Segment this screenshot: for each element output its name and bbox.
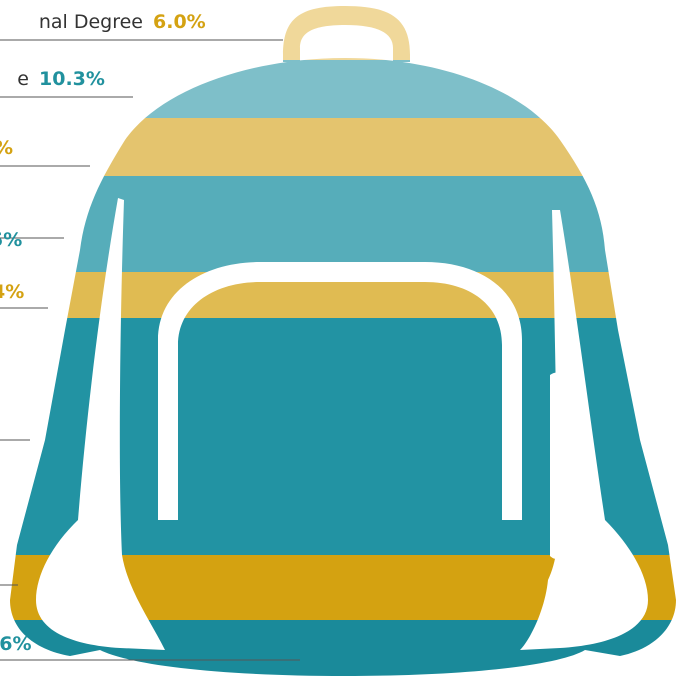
value-label-4: 5%	[0, 229, 22, 251]
value-label-5: 4%	[0, 281, 24, 303]
front-pocket-outline	[158, 262, 522, 520]
backpack-band-3	[10, 118, 676, 176]
value-label-3: %	[0, 137, 13, 159]
leader-lines	[0, 39, 300, 661]
value-labels: nal Degree 6.0% e 10.3%% 5% 4% .6%	[0, 11, 206, 655]
right-strap	[520, 210, 648, 650]
value-label-2: 10.3%	[39, 68, 105, 90]
category-label-2: e	[17, 68, 29, 90]
left-strap	[36, 198, 165, 650]
value-label-8: .6%	[0, 633, 31, 655]
category-label-1: nal Degree	[39, 11, 143, 33]
backpack-details	[36, 198, 648, 650]
backpack-band-4	[10, 176, 676, 272]
value-label-1: 6.0%	[153, 11, 206, 33]
right-side-pocket	[550, 372, 577, 560]
